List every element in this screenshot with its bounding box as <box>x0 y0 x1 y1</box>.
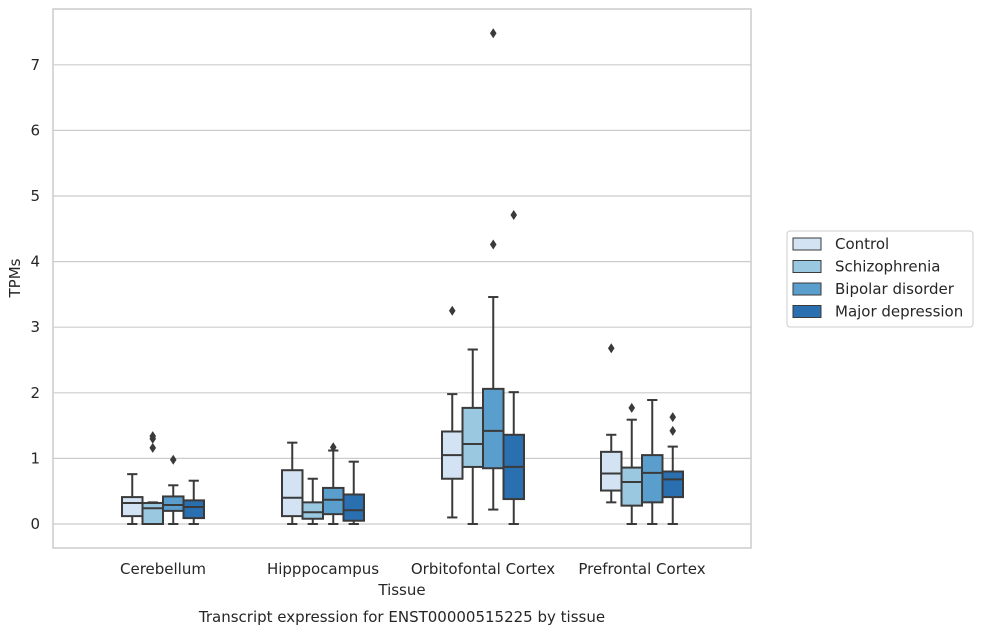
box-control <box>281 441 304 525</box>
y-axis-ticks: 0 1 2 3 4 5 6 7 <box>30 56 40 533</box>
box-body <box>620 466 643 507</box>
legend-label: Schizophrenia <box>835 258 940 276</box>
outlier-point <box>149 442 157 453</box>
legend-frame <box>786 230 974 328</box>
outlier-point <box>628 402 636 413</box>
legend-label: Bipolar disorder <box>835 280 955 298</box>
outlier-point <box>489 239 497 250</box>
outlier-point <box>669 412 677 423</box>
y-tick-label: 2 <box>30 384 40 402</box>
legend-swatch <box>792 305 822 318</box>
box-body <box>482 387 505 470</box>
legend-label: Major depression <box>835 303 963 321</box>
box-bipolar-disorder <box>322 442 345 525</box>
plot-area-frame <box>52 8 752 549</box>
legend-swatch <box>792 237 822 251</box>
box-body <box>322 486 345 516</box>
x-tick-label: Hipppocampus <box>267 560 379 578</box>
box-major-depression <box>342 460 365 525</box>
box-major-depression <box>502 210 525 525</box>
legend-swatch <box>792 260 822 273</box>
y-tick-label: 1 <box>30 449 40 467</box>
legend-swatch <box>792 282 822 296</box>
x-axis-label: Tissue <box>377 581 425 599</box>
box-control <box>121 473 144 525</box>
box-body <box>162 495 185 512</box>
x-tick-label: Prefrontal Cortex <box>578 560 705 578</box>
box-schizophrenia <box>141 431 164 525</box>
box-body <box>641 454 664 504</box>
legend-label: Control <box>835 235 889 253</box>
box-bipolar-disorder <box>482 28 505 511</box>
y-tick-label: 5 <box>30 187 40 205</box>
box-body <box>661 470 684 499</box>
box-body <box>600 450 623 492</box>
outlier-point <box>329 442 337 453</box>
y-tick-label: 3 <box>30 318 40 336</box>
box-body <box>141 502 164 525</box>
y-tick-label: 4 <box>30 253 40 271</box>
chart-title: Transcript expression for ENST0000051522… <box>198 608 605 626</box>
box-major-depression <box>661 412 684 525</box>
legend: Control Schizophrenia Bipolar disorder Majo… <box>786 230 974 328</box>
box-body <box>461 406 484 468</box>
box-major-depression <box>182 479 205 525</box>
box-body <box>301 501 324 520</box>
outlier-point <box>607 343 615 354</box>
box-bipolar-disorder <box>641 399 664 525</box>
box-groups <box>121 28 684 525</box>
y-tick-label: 6 <box>30 121 40 139</box>
x-axis-ticks: Cerebellum Hipppocampus Orbitofontal Corte… <box>120 560 706 578</box>
outlier-point <box>510 210 518 221</box>
y-axis-label: TPMs <box>6 258 24 298</box>
box-body <box>342 493 365 522</box>
outlier-point <box>448 305 456 316</box>
x-tick-label: Cerebellum <box>120 560 206 578</box>
outlier-point <box>149 431 157 442</box>
box-body <box>182 499 205 520</box>
outlier-point <box>489 28 497 39</box>
y-tick-label: 0 <box>30 515 40 533</box>
outlier-point <box>169 454 177 465</box>
y-tick-label: 7 <box>30 56 40 74</box>
box-body <box>281 469 304 518</box>
outlier-point <box>669 425 677 436</box>
box-body <box>121 496 144 518</box>
x-tick-label: Orbitofontal Cortex <box>411 560 555 578</box>
